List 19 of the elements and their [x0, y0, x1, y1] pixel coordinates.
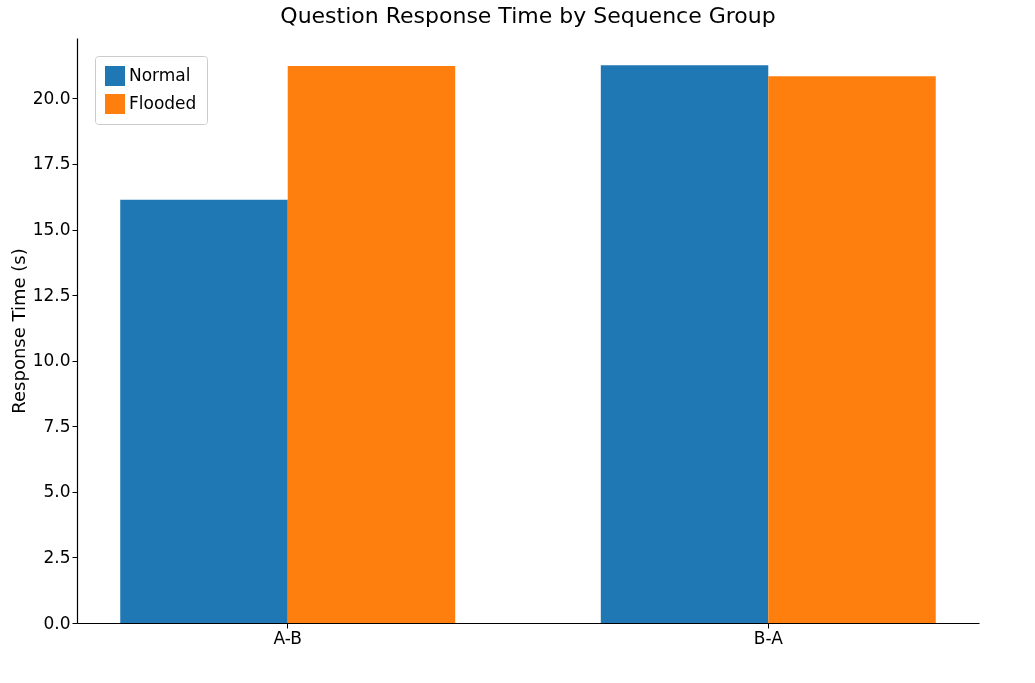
y-tick-label: 7.5 — [43, 415, 71, 436]
bar — [768, 76, 936, 623]
bar — [600, 65, 769, 623]
y-tick-label: 10.0 — [32, 350, 71, 371]
y-tick-label: 2.5 — [43, 546, 71, 567]
y-tick-label: 0.0 — [43, 612, 71, 633]
y-tick-label: 12.5 — [32, 284, 71, 305]
bar — [120, 199, 288, 623]
chart-title: Question Response Time by Sequence Group — [280, 3, 776, 28]
legend-label: Normal — [129, 65, 191, 85]
bar — [287, 66, 456, 623]
y-tick-label: 15.0 — [32, 219, 71, 239]
y-axis-title: Response Time (s) — [7, 248, 29, 414]
y-tick-label: 20.0 — [32, 87, 71, 108]
legend-label: Flooded — [129, 93, 197, 113]
y-tick-label: 5.0 — [43, 481, 71, 502]
x-tick-label: B-A — [753, 627, 784, 648]
x-tick-label: A-B — [273, 627, 302, 648]
y-tick-label: 17.5 — [32, 153, 71, 174]
